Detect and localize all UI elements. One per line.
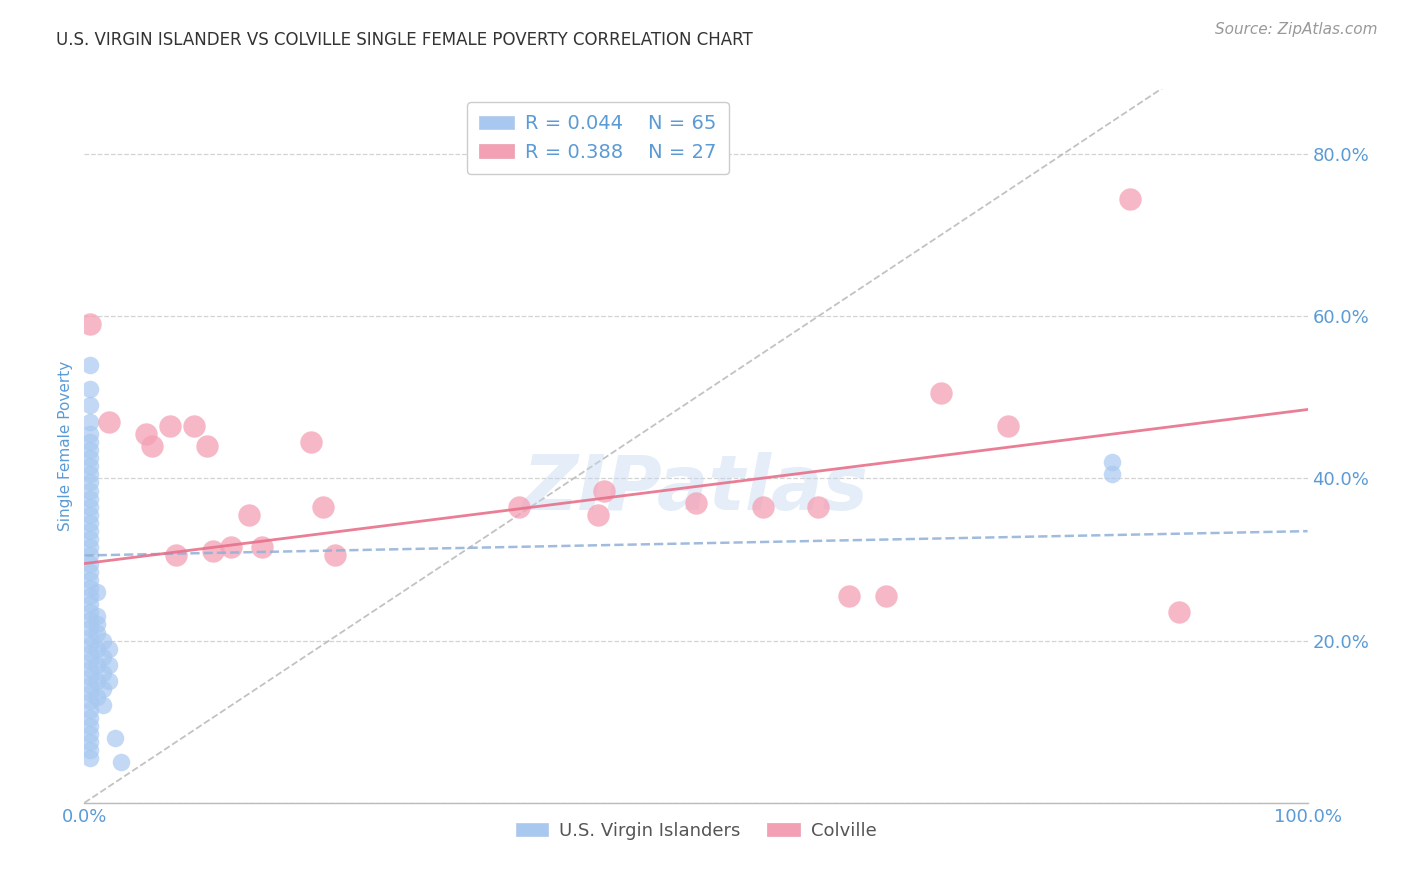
Point: [997, 418, 1019, 433]
Point: [79, 475, 101, 490]
Point: [79, 483, 101, 498]
Point: [219, 541, 242, 555]
Point: [79, 678, 101, 692]
Point: [79, 399, 101, 413]
Point: [838, 589, 860, 603]
Point: [97, 415, 120, 429]
Text: ZIPatlas: ZIPatlas: [523, 452, 869, 525]
Point: [79, 654, 101, 668]
Point: [79, 491, 101, 506]
Point: [97, 641, 120, 656]
Point: [79, 694, 101, 708]
Point: [86, 617, 108, 632]
Point: [79, 702, 101, 716]
Point: [165, 549, 187, 563]
Point: [1168, 605, 1191, 619]
Point: [685, 496, 707, 510]
Point: [250, 541, 273, 555]
Point: [1119, 192, 1142, 206]
Point: [1101, 455, 1123, 469]
Point: [79, 467, 101, 482]
Point: [91, 698, 114, 713]
Point: [79, 459, 101, 474]
Point: [91, 649, 114, 664]
Point: [183, 418, 205, 433]
Point: [86, 609, 108, 624]
Point: [79, 686, 101, 700]
Y-axis label: Single Female Poverty: Single Female Poverty: [58, 361, 73, 531]
Point: [79, 451, 101, 466]
Point: [593, 483, 616, 498]
Point: [79, 500, 101, 514]
Point: [1101, 467, 1123, 482]
Point: [586, 508, 609, 522]
Point: [79, 605, 101, 619]
Point: [79, 751, 101, 765]
Point: [79, 533, 101, 547]
Point: [79, 743, 101, 757]
Point: [104, 731, 127, 745]
Text: Source: ZipAtlas.com: Source: ZipAtlas.com: [1215, 22, 1378, 37]
Point: [79, 622, 101, 636]
Point: [875, 589, 897, 603]
Point: [79, 630, 101, 644]
Point: [807, 500, 830, 514]
Point: [97, 674, 120, 689]
Point: [79, 727, 101, 741]
Point: [79, 573, 101, 587]
Point: [110, 756, 132, 770]
Point: [91, 633, 114, 648]
Point: [79, 638, 101, 652]
Point: [97, 657, 120, 672]
Point: [508, 500, 530, 514]
Point: [79, 589, 101, 603]
Point: [135, 426, 157, 441]
Point: [79, 557, 101, 571]
Point: [79, 524, 101, 538]
Point: [86, 585, 108, 599]
Point: [86, 690, 108, 705]
Point: [929, 386, 952, 401]
Point: [79, 719, 101, 733]
Point: [312, 500, 335, 514]
Point: [238, 508, 260, 522]
Point: [299, 434, 322, 449]
Point: [79, 318, 101, 332]
Point: [79, 549, 101, 563]
Point: [79, 541, 101, 555]
Point: [86, 674, 108, 689]
Point: [79, 415, 101, 429]
Point: [79, 508, 101, 522]
Point: [79, 443, 101, 458]
Point: [86, 641, 108, 656]
Point: [79, 711, 101, 725]
Point: [86, 625, 108, 640]
Point: [201, 544, 224, 558]
Point: [79, 670, 101, 684]
Point: [79, 516, 101, 530]
Point: [141, 439, 163, 453]
Point: [159, 418, 181, 433]
Point: [79, 382, 101, 396]
Point: [79, 426, 101, 441]
Point: [79, 662, 101, 676]
Point: [195, 439, 218, 453]
Point: [79, 597, 101, 611]
Point: [86, 657, 108, 672]
Point: [79, 735, 101, 749]
Point: [79, 565, 101, 579]
Point: [323, 549, 346, 563]
Point: [79, 434, 101, 449]
Point: [752, 500, 775, 514]
Text: U.S. VIRGIN ISLANDER VS COLVILLE SINGLE FEMALE POVERTY CORRELATION CHART: U.S. VIRGIN ISLANDER VS COLVILLE SINGLE …: [56, 31, 754, 49]
Point: [79, 613, 101, 627]
Point: [79, 358, 101, 372]
Point: [91, 682, 114, 697]
Point: [79, 581, 101, 595]
Legend: U.S. Virgin Islanders, Colville: U.S. Virgin Islanders, Colville: [509, 815, 883, 847]
Point: [91, 666, 114, 681]
Point: [79, 646, 101, 660]
